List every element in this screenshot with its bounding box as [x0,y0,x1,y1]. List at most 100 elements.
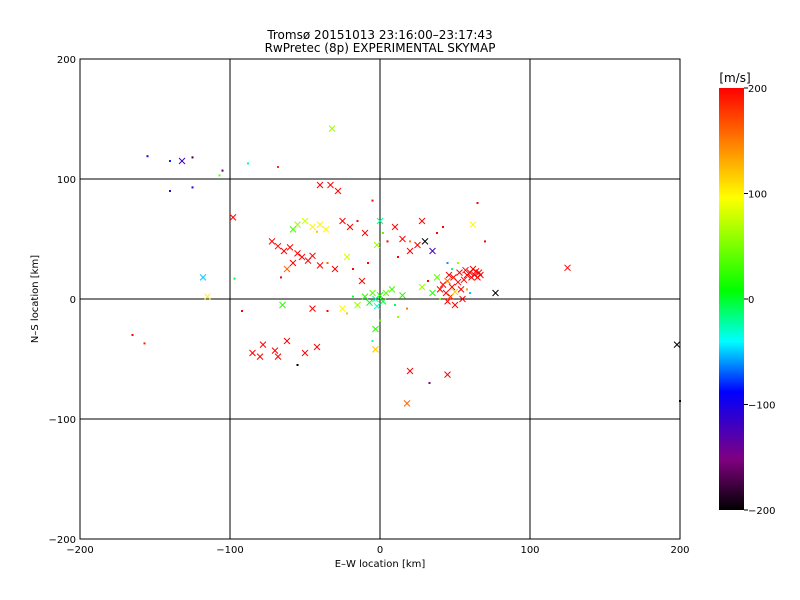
data-point-cross [289,259,297,267]
data-point-cross [564,264,571,272]
x-tick-label: −100 [216,545,243,556]
y-axis-label: N–S location [km] [30,255,41,343]
data-point-cross [361,229,369,237]
data-point-cross [457,286,465,293]
data-point-cross [451,301,459,309]
data-point-cross [372,325,379,333]
data-point-dot [397,256,399,258]
data-point-dot [469,292,471,294]
data-point-dot [352,268,354,270]
data-point-dot [451,268,453,270]
data-point-cross [283,265,291,273]
data-point-cross [462,266,469,274]
data-point-cross [289,226,297,233]
data-point-cross [316,262,324,269]
data-point-cross [280,247,288,255]
y-tick-label: 0 [70,295,76,306]
x-tick-label: 200 [670,545,689,556]
data-point-cross [259,341,267,348]
data-point-dot [277,166,279,168]
data-point-cross [454,278,462,286]
data-point-dot [427,280,429,282]
data-point-cross [204,293,211,300]
data-point-cross [294,250,301,257]
colorbar-tick-label: −200 [748,506,775,517]
data-point-cross [445,271,453,279]
data-point-dot [191,156,194,159]
data-point-cross [444,298,451,305]
data-point-cross [414,241,421,249]
data-point-cross [382,289,390,297]
data-point-cross [429,247,436,255]
data-point-cross [361,293,369,300]
data-point-cross [459,295,466,303]
data-point-cross [358,277,366,285]
colorbar-tick-label: 200 [748,84,767,95]
data-point-cross [274,353,282,360]
data-point-cross [369,289,376,297]
data-point-cross [346,223,354,231]
data-point-dot [346,312,348,315]
data-point-cross [339,305,346,312]
data-point-cross [283,337,291,345]
data-point-cross [399,292,406,299]
y-tick-label: 100 [57,175,76,186]
x-axis-label: E–W location [km] [335,559,426,570]
data-point-dot [218,174,221,177]
data-point-cross [444,277,451,285]
data-point-cross [309,223,316,231]
data-point-cross [421,238,429,245]
colorbar-gradient [719,88,744,510]
data-point-cross [309,305,316,312]
data-point-cross [268,238,276,245]
data-point-cross [448,283,456,291]
data-point-cross [439,281,447,288]
data-point-dot [326,310,329,312]
data-point-dot [241,310,243,312]
data-point-cross [429,289,436,297]
data-point-dot [233,277,236,280]
data-point-dot [484,240,486,243]
data-point-cross [309,252,316,260]
data-point-cross [334,187,342,195]
colorbar-ticks: 200 100 0 −100 −200 [744,84,775,517]
colorbar-tick-label: 100 [748,190,767,201]
data-point-dot [409,240,411,243]
data-point-dot [457,262,459,264]
data-point-dot [221,169,224,172]
data-point-cross [328,125,336,132]
data-point-cross [433,274,441,281]
data-point-cross [673,341,681,348]
data-point-cross [442,289,450,297]
data-point-cross [444,371,451,378]
data-point-dot [191,186,194,189]
data-point-dot [442,226,444,228]
data-points [131,125,681,407]
data-point-cross [331,265,339,273]
x-axis-ticks: −200 −100 0 100 200 [66,59,690,556]
data-point-cross [327,181,334,189]
x-tick-label: −200 [66,545,93,556]
data-point-dot [169,160,171,162]
data-point-cross [313,343,321,351]
data-point-dot [316,230,318,233]
colorbar-label: [m/s] [719,71,750,85]
data-point-cross [376,217,384,225]
data-point-cross [376,292,384,299]
colorbar-tick-label: 0 [748,295,754,306]
data-point-dot [367,262,369,264]
data-point-dot [436,232,438,234]
data-point-dot [143,342,146,345]
data-point-cross [229,214,237,221]
y-axis-ticks: −200 −100 0 100 200 [49,55,680,546]
data-point-dot [326,262,329,264]
data-point-cross [379,298,387,305]
data-point-cross [418,217,426,225]
data-point-cross [316,221,324,228]
data-point-dot [371,199,374,202]
data-point-dot [428,382,431,384]
chart-title: Tromsø 20151013 23:16:00–23:17:43 [266,28,492,42]
chart-subtitle: RwPretec (8p) EXPERIMENTAL SKYMAP [265,41,496,55]
data-point-cross [322,226,330,233]
